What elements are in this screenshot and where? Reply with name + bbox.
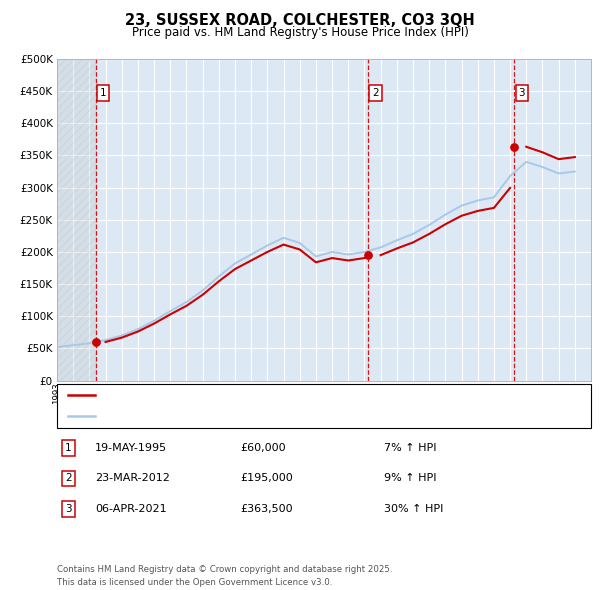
Text: 1: 1 [65,443,72,453]
Text: 2: 2 [372,88,379,98]
Point [364,250,373,260]
Text: 23-MAR-2012: 23-MAR-2012 [95,474,170,483]
Text: 9% ↑ HPI: 9% ↑ HPI [384,474,437,483]
Point [91,337,100,347]
Text: £60,000: £60,000 [240,443,286,453]
Text: £363,500: £363,500 [240,504,293,514]
Text: Price paid vs. HM Land Registry's House Price Index (HPI): Price paid vs. HM Land Registry's House … [131,26,469,39]
Text: 3: 3 [65,504,72,514]
Text: 2: 2 [65,474,72,483]
Text: HPI: Average price, semi-detached house, Colchester: HPI: Average price, semi-detached house,… [100,411,377,421]
Point [509,142,519,152]
Text: This data is licensed under the Open Government Licence v3.0.: This data is licensed under the Open Gov… [57,578,332,587]
Text: 06-APR-2021: 06-APR-2021 [95,504,166,514]
Text: 30% ↑ HPI: 30% ↑ HPI [384,504,443,514]
Text: Contains HM Land Registry data © Crown copyright and database right 2025.: Contains HM Land Registry data © Crown c… [57,565,392,574]
Text: 23, SUSSEX ROAD, COLCHESTER, CO3 3QH (semi-detached house): 23, SUSSEX ROAD, COLCHESTER, CO3 3QH (se… [100,391,449,401]
Text: 19-MAY-1995: 19-MAY-1995 [95,443,167,453]
Text: 3: 3 [518,88,525,98]
Bar [57,59,95,381]
Text: 7% ↑ HPI: 7% ↑ HPI [384,443,437,453]
Text: 1: 1 [100,88,106,98]
Text: £195,000: £195,000 [240,474,293,483]
Text: 23, SUSSEX ROAD, COLCHESTER, CO3 3QH: 23, SUSSEX ROAD, COLCHESTER, CO3 3QH [125,13,475,28]
